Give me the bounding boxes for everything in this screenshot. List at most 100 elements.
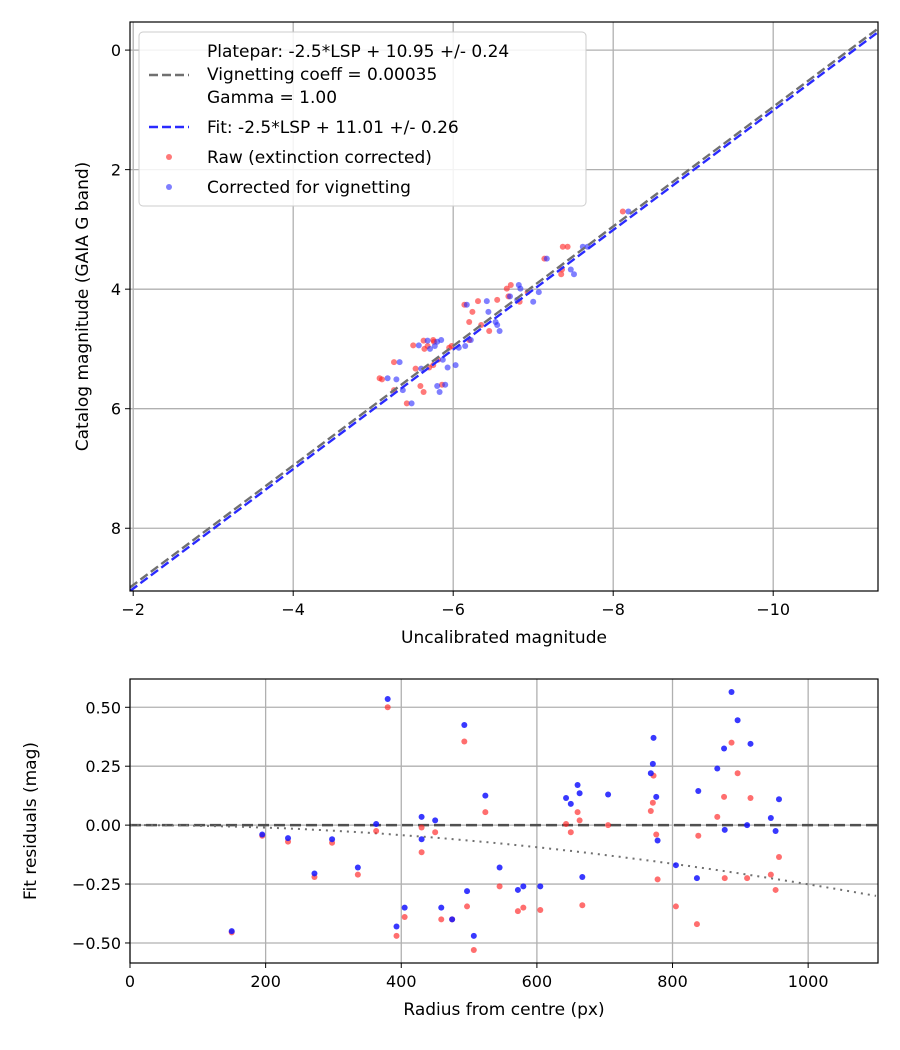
raw-point: [373, 828, 380, 835]
raw-point: [354, 871, 361, 878]
raw-point: [496, 883, 503, 890]
legend-box: [138, 31, 587, 207]
raw-point: [418, 824, 425, 831]
corrected-point: [418, 813, 425, 820]
raw-point: [464, 903, 471, 910]
x-tick-label: −4: [281, 600, 305, 619]
corrected-point: [393, 923, 400, 930]
y-tick-label: 0.50: [85, 698, 121, 717]
raw-point: [482, 809, 489, 816]
residuals-plot: 0 200 400 600 800 1000 −0.50 −0.25 0.00 0.25 0.50 R…: [21, 678, 879, 1020]
legend-corrected-label: Corrected for vignetting: [207, 178, 411, 198]
corrected-point: [408, 400, 415, 407]
corrected-point: [470, 932, 477, 939]
corrected-point: [436, 388, 443, 395]
corrected-point: [772, 828, 779, 835]
corrected-point: [494, 322, 501, 329]
raw-point: [432, 829, 439, 836]
corrected-point: [427, 345, 433, 352]
corrected-point: [747, 740, 754, 747]
raw-point: [559, 243, 566, 250]
raw-point: [721, 875, 728, 882]
x-axis-label: Uncalibrated magnitude: [401, 628, 607, 648]
raw-point: [564, 243, 571, 250]
raw-point: [401, 914, 408, 921]
corrected-point: [520, 883, 527, 890]
corrected-point: [530, 298, 537, 305]
corrected-point: [311, 870, 318, 877]
y-tick-label: −0.50: [72, 934, 121, 953]
y-tick-label: 0: [111, 41, 121, 60]
corrected-point: [563, 795, 570, 802]
legend-platepar-label: Gamma = 1.00: [207, 88, 337, 108]
raw-point: [563, 820, 570, 827]
corrected-point: [418, 836, 425, 843]
corrected-point: [734, 717, 741, 724]
corrected-point: [672, 862, 679, 869]
corrected-point: [576, 790, 583, 797]
raw-point: [744, 875, 751, 882]
corrected-point: [464, 888, 471, 895]
corrected-point: [444, 364, 451, 371]
corrected-point: [449, 916, 456, 923]
x-tick-label: 600: [522, 972, 553, 991]
y-tick-label: 4: [111, 280, 121, 299]
raw-point: [486, 328, 493, 335]
corrected-point: [647, 770, 654, 777]
raw-point: [503, 285, 510, 292]
raw-point: [728, 739, 735, 746]
raw-point: [576, 817, 583, 824]
x-tick-label: 0: [125, 972, 135, 991]
x-axis-label: Radius from centre (px): [403, 1000, 604, 1020]
corrected-point: [693, 875, 700, 882]
legend-platepar-label: Vignetting coeff = 0.00035: [207, 65, 437, 85]
raw-point: [537, 906, 544, 913]
corrected-point: [442, 381, 449, 388]
raw-point: [619, 208, 626, 215]
plot-area: [130, 688, 878, 954]
corrected-point: [567, 266, 574, 273]
raw-point: [469, 308, 476, 315]
corrected-point: [424, 337, 431, 344]
axes-frame: [129, 21, 879, 592]
corrected-point: [354, 864, 361, 871]
corrected-point: [605, 791, 612, 798]
corrected-point: [228, 928, 235, 935]
corrected-point: [721, 745, 728, 752]
corrected-point: [483, 298, 490, 305]
raw-point: [579, 902, 586, 909]
legend-raw-marker: [166, 154, 172, 160]
raw-point: [412, 365, 419, 372]
raw-point: [767, 871, 774, 878]
raw-point: [391, 359, 397, 366]
corrected-point: [517, 285, 524, 292]
corrected-point: [574, 782, 581, 789]
legend: Platepar: -2.5*LSP + 10.95 +/- 0.24 Vigne…: [138, 31, 587, 207]
raw-point: [475, 298, 481, 305]
raw-point: [605, 822, 612, 829]
y-tick-label: −0.25: [72, 875, 121, 894]
corrected-point: [507, 293, 513, 300]
raw-point: [647, 807, 654, 814]
corrected-point: [329, 836, 336, 843]
corrected-point: [415, 342, 422, 349]
raw-point: [574, 809, 581, 816]
corrected-point: [654, 837, 661, 844]
corrected-point: [401, 904, 408, 911]
raw-point: [421, 345, 428, 352]
corrected-point: [571, 271, 577, 278]
raw-point: [672, 903, 679, 910]
corrected-point: [432, 817, 439, 824]
raw-point: [775, 853, 782, 860]
corrected-point: [543, 255, 550, 262]
corrected-point: [482, 792, 489, 799]
corrected-point: [452, 362, 459, 369]
raw-point: [461, 738, 468, 745]
raw-point: [466, 319, 473, 326]
corrected-point: [384, 375, 391, 382]
legend-platepar-label: Platepar: -2.5*LSP + 10.95 +/- 0.24: [207, 42, 509, 62]
corrected-point: [393, 376, 400, 383]
y-axis-label: Fit residuals (mag): [21, 742, 41, 900]
corrected-point: [496, 864, 503, 871]
corrected-point: [461, 721, 468, 728]
